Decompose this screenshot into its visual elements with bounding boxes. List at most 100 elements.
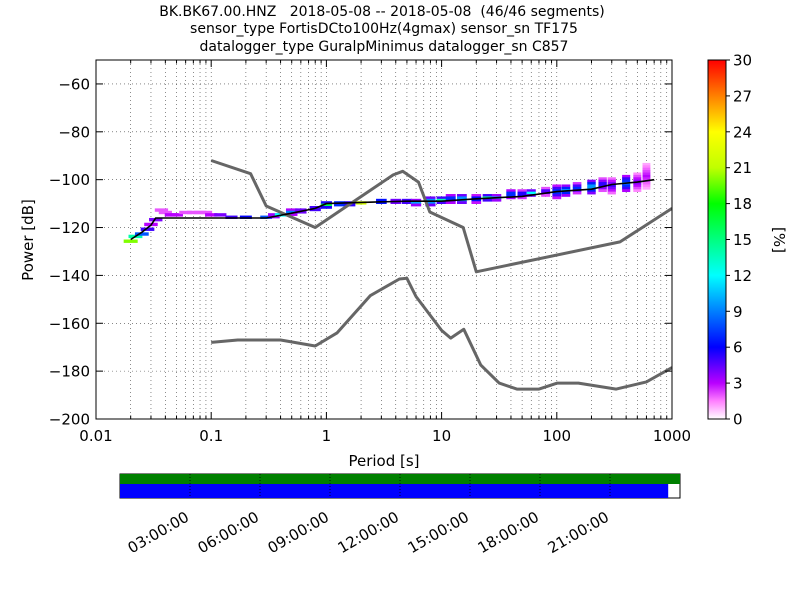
psd-cell xyxy=(633,172,642,176)
psd-cell xyxy=(572,182,582,185)
colorbar-tick-label: 18 xyxy=(733,195,752,213)
psd-cell xyxy=(642,174,651,178)
psd-cell xyxy=(561,184,571,188)
psd-cell xyxy=(642,177,651,181)
psd-cell xyxy=(552,186,562,190)
psd-cell xyxy=(642,170,651,173)
psd-cell xyxy=(587,182,596,185)
psd-cell xyxy=(622,177,631,181)
psd-cell xyxy=(471,194,482,197)
psd-cell xyxy=(607,186,616,190)
title-line-1: BK.BK67.00.HNZ 2018-05-08 -- 2018-05-08 … xyxy=(159,4,605,20)
psd-cell xyxy=(633,184,642,188)
x-tick-label: 100 xyxy=(542,427,571,445)
psd-cell xyxy=(456,196,467,200)
psd-cell xyxy=(471,201,482,204)
title-line-3: datalogger_type GuralpMinimus datalogger… xyxy=(200,39,569,55)
psd-cell xyxy=(170,213,183,217)
psd-cell xyxy=(552,196,562,200)
psd-cell xyxy=(309,205,321,209)
colorbar-tick-label: 21 xyxy=(733,159,752,177)
psd-cell xyxy=(456,194,467,197)
psd-cell xyxy=(633,177,642,181)
psd-cell xyxy=(526,189,536,193)
y-axis-label: Power [dB] xyxy=(19,199,37,281)
psd-cell xyxy=(471,198,482,202)
psd-cell xyxy=(587,186,596,190)
psd-cell xyxy=(285,208,298,212)
psd-cell xyxy=(425,203,436,207)
psd-cell xyxy=(436,198,447,202)
psd-cell xyxy=(410,198,422,202)
psd-mode-line xyxy=(130,178,655,241)
psd-cell xyxy=(471,196,482,200)
psd-cell xyxy=(572,184,582,188)
psd-cell xyxy=(572,186,582,190)
y-tick-label: −120 xyxy=(49,219,90,237)
psd-cell xyxy=(642,162,651,166)
psd-cell xyxy=(622,184,631,188)
psd-cell xyxy=(320,203,332,207)
psd-cell xyxy=(410,201,422,204)
y-tick-label: −200 xyxy=(49,411,90,429)
psd-cell xyxy=(123,239,138,243)
psd-cell xyxy=(410,203,422,207)
timeline-tick-label: 15:00:00 xyxy=(405,508,472,557)
psd-cell xyxy=(491,194,502,197)
psd-cell xyxy=(268,213,280,216)
y-tick-label: −140 xyxy=(49,267,90,285)
psd-cell xyxy=(436,201,447,204)
psd-cell xyxy=(295,208,307,212)
psd-cell xyxy=(552,189,562,193)
psd-cell xyxy=(482,194,493,197)
psd-cell xyxy=(517,196,527,200)
psd-cell xyxy=(642,165,651,169)
psd-cell xyxy=(205,213,218,217)
timeline-tick-label: 21:00:00 xyxy=(545,508,612,557)
psd-cell xyxy=(598,182,607,185)
psd-cell xyxy=(149,217,163,222)
psd-cell xyxy=(390,198,402,202)
timeline-tick-label: 06:00:00 xyxy=(195,508,262,557)
psd-cell xyxy=(517,191,527,195)
psd-cell xyxy=(587,189,596,193)
psd-cell xyxy=(445,201,456,204)
plot-area: 0.01 0.1 1 10 100 1000 −60 −80 −100 −120 −140 −160… xyxy=(49,59,691,445)
psd-cell xyxy=(633,189,642,193)
psd-cell xyxy=(158,210,172,215)
psd-cell xyxy=(506,191,516,195)
x-axis-label: Period [s] xyxy=(348,452,419,470)
psd-cell xyxy=(561,186,571,190)
colorbar-tick-label: 0 xyxy=(733,411,743,429)
y-axis-ticks: −60 −80 −100 −120 −140 −160 −180 −200 xyxy=(49,75,672,429)
psd-cell xyxy=(425,198,436,202)
psd-cell xyxy=(445,194,456,197)
psd-cell xyxy=(552,191,562,195)
psd-cell xyxy=(506,194,516,197)
psd-cell xyxy=(179,210,193,215)
psd-cell xyxy=(598,186,607,190)
plot-frame xyxy=(95,59,673,420)
x-tick-label: 0.01 xyxy=(79,427,112,445)
psd-cell xyxy=(320,205,332,209)
colorbar: 0 3 6 9 12 15 18 21 24 27 30 [%] xyxy=(707,52,788,429)
psd-cell xyxy=(642,182,651,185)
x-tick-label: 10 xyxy=(432,427,451,445)
psd-cell xyxy=(425,196,436,200)
psd-cell xyxy=(633,186,642,190)
psd-cell xyxy=(491,198,502,202)
psd-cell xyxy=(622,186,631,190)
x-axis-ticks: 0.01 0.1 1 10 100 1000 xyxy=(79,60,691,445)
colorbar-tick-label: 15 xyxy=(733,231,752,249)
psd-cell xyxy=(552,194,562,197)
colorbar-label: [%] xyxy=(770,227,788,253)
psd-cell xyxy=(607,191,616,195)
psd-cell xyxy=(401,201,413,204)
psd-cell xyxy=(598,177,607,181)
psd-cell xyxy=(598,189,607,193)
psd-cell xyxy=(622,174,631,178)
title-line-2: sensor_type FortisDCto100Hz(4gmax) senso… xyxy=(190,21,578,37)
psd-cell xyxy=(445,196,456,200)
psd-cell xyxy=(285,213,298,216)
